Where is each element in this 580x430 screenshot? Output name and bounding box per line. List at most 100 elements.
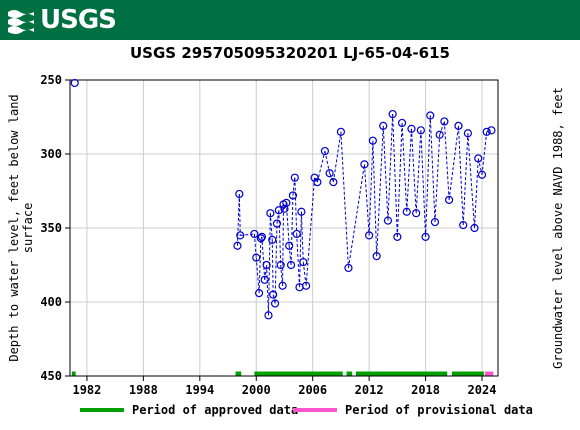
data-point	[320, 146, 330, 156]
data-point	[463, 129, 472, 138]
data-point	[286, 260, 296, 270]
data-point	[288, 191, 298, 200]
y-left-tick-label: 300	[40, 147, 62, 161]
series-segment	[396, 122, 403, 237]
y-axis-left-label-line2: surface	[21, 203, 35, 254]
data-point	[402, 207, 411, 216]
data-point	[426, 111, 435, 120]
series-segment	[462, 133, 469, 226]
series-segment	[299, 211, 302, 288]
data-point	[299, 257, 308, 267]
data-point	[416, 126, 425, 135]
series-segment	[240, 233, 255, 236]
series-segment	[443, 121, 450, 200]
y-axis-right-label: Groundwater level above NAVD 1988, feet	[551, 87, 565, 369]
series-segment	[271, 239, 274, 295]
series-segment	[300, 211, 304, 263]
series-segment	[332, 131, 342, 183]
series-segment	[457, 125, 464, 226]
series-segment	[290, 195, 294, 266]
data-point	[388, 109, 397, 119]
series-segment	[486, 129, 492, 133]
data-point	[365, 231, 374, 240]
series-segment	[294, 177, 298, 234]
series-segment	[278, 210, 282, 266]
series-segment	[363, 164, 370, 236]
data-point	[435, 130, 444, 139]
series-segment	[481, 131, 488, 175]
data-point	[70, 78, 79, 88]
series-segment	[347, 164, 365, 269]
data-point	[276, 260, 285, 270]
y-left-tick-label: 450	[40, 369, 62, 383]
series-segment	[448, 125, 459, 200]
usgs-logo[interactable]: USGS	[6, 4, 117, 36]
data-point	[282, 198, 291, 207]
data-point	[233, 241, 242, 250]
axis-ticks: 1982 1988 1994 2000 2006 2012 2018 2024 250 300 35…	[40, 73, 497, 397]
grid-lines	[70, 79, 498, 377]
series-segment	[314, 177, 318, 183]
legend: Period of approved data Period of provis…	[80, 403, 533, 417]
series-segment	[473, 158, 479, 229]
data-point	[487, 126, 496, 135]
series-segment	[305, 177, 316, 286]
data-point	[270, 299, 280, 308]
series-segment	[415, 130, 422, 214]
y-left-tick-label: 250	[40, 73, 62, 87]
data-point	[383, 216, 393, 225]
x-tick-label: 2006	[298, 383, 327, 397]
data-point	[336, 127, 346, 136]
series-segment	[261, 236, 266, 280]
series-segment	[274, 223, 278, 304]
data-point	[474, 154, 483, 163]
series-segment	[253, 233, 257, 258]
data-point	[290, 173, 299, 182]
series-segment	[236, 193, 240, 246]
data-point	[313, 178, 322, 187]
data-point	[235, 189, 244, 199]
series-segment	[439, 121, 445, 135]
series-segment	[316, 150, 326, 183]
x-tick-label: 2018	[411, 383, 440, 397]
series-segment	[340, 131, 349, 268]
series-segment	[296, 233, 301, 288]
data-point	[360, 160, 369, 169]
series-segment	[406, 128, 412, 212]
chart-title: USGS 295705095320201 LJ-65-04-615	[130, 44, 450, 62]
series-segment	[255, 257, 260, 294]
data-point	[252, 253, 261, 262]
x-tick-label: 1994	[185, 383, 214, 397]
data-point	[266, 209, 275, 218]
data-point	[268, 235, 277, 244]
series-segment	[266, 264, 269, 316]
series-segment	[429, 115, 436, 223]
series-segment	[267, 213, 271, 316]
series-segment	[420, 130, 427, 237]
x-tick-label: 2024	[468, 383, 497, 397]
series-segment	[329, 173, 334, 183]
series-segment	[477, 158, 483, 175]
series-segment	[324, 150, 331, 174]
series-segment	[392, 114, 398, 237]
data-point	[292, 229, 301, 239]
series-segment	[410, 128, 417, 214]
series-segment	[282, 204, 285, 286]
data-point	[297, 207, 306, 216]
data-point	[302, 281, 311, 290]
data-point	[256, 234, 266, 243]
data-point	[470, 223, 479, 233]
usgs-wave-icon	[8, 10, 34, 34]
data-point	[397, 118, 407, 128]
series-segment	[368, 140, 374, 236]
data-point	[274, 206, 283, 215]
x-tick-label: 2000	[242, 383, 271, 397]
series-segment	[434, 134, 441, 223]
legend-provisional-label: Period of provisional data	[345, 403, 533, 417]
data-point	[272, 219, 282, 228]
data-point	[325, 169, 334, 178]
data-point	[459, 220, 468, 230]
data-point	[407, 124, 416, 133]
data-point	[254, 289, 264, 298]
data-point	[250, 229, 259, 239]
